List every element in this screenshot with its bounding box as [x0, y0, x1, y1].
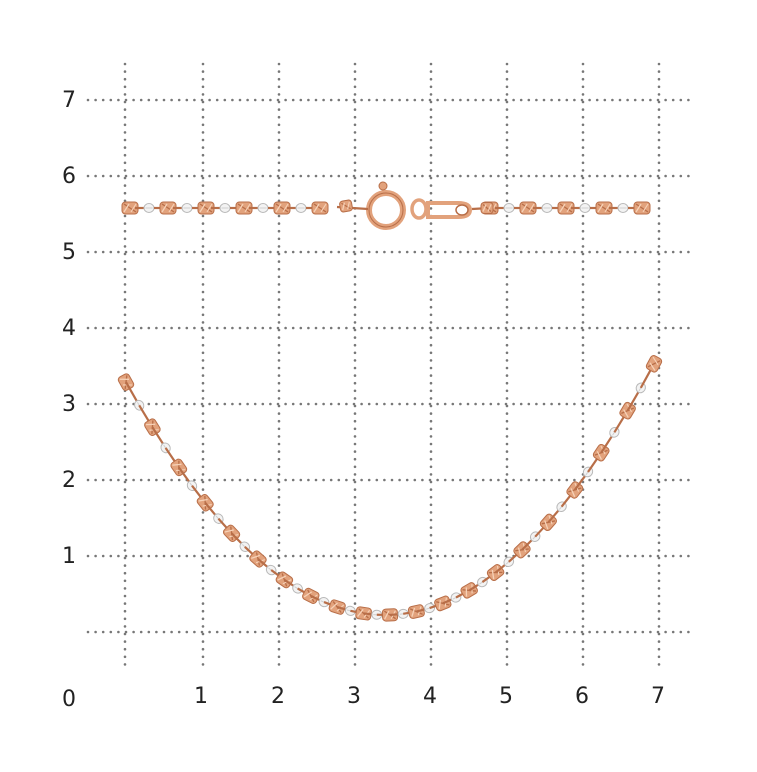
silver-bead: [295, 203, 307, 213]
gold-bead: [273, 201, 291, 215]
silver-bead: [219, 203, 231, 213]
gold-bead: [311, 201, 329, 215]
y-label-2: 2: [62, 468, 76, 493]
gold-bead: [235, 201, 253, 215]
y-label-3: 3: [62, 392, 76, 417]
x-label-0: 0: [62, 687, 76, 712]
y-label-7: 7: [62, 88, 76, 113]
x-label-3: 3: [347, 684, 361, 709]
gold-bead: [633, 201, 651, 215]
silver-bead: [541, 203, 553, 213]
silver-bead: [257, 203, 269, 213]
gold-bead: [645, 355, 663, 373]
x-label-7: 7: [651, 684, 665, 709]
x-label-2: 2: [271, 684, 285, 709]
grid-scale-labels: 0 1 2 3 4 5 6 7 1 2 3 4 5 6 7: [62, 88, 665, 712]
dotted-measurement-grid: [86, 62, 696, 672]
gold-bead: [480, 202, 494, 214]
silver-bead: [181, 203, 193, 213]
x-label-5: 5: [499, 684, 513, 709]
gold-bead: [159, 201, 177, 215]
chain-top-strand: [121, 201, 651, 215]
silver-bead: [143, 203, 155, 213]
y-label-6: 6: [62, 164, 76, 189]
x-label-6: 6: [575, 684, 589, 709]
x-label-1: 1: [194, 684, 208, 709]
x-label-4: 4: [423, 684, 437, 709]
y-label-1: 1: [62, 544, 76, 569]
silver-bead: [579, 203, 591, 213]
silver-bead: [503, 203, 515, 213]
gold-bead: [519, 201, 537, 215]
y-label-4: 4: [62, 316, 76, 341]
gold-bead: [339, 199, 353, 213]
y-label-5: 5: [62, 240, 76, 265]
gold-bead: [197, 201, 215, 215]
silver-bead: [617, 203, 629, 213]
chain-hanging-loop: [117, 355, 663, 622]
spring-ring-clasp: [336, 181, 494, 230]
